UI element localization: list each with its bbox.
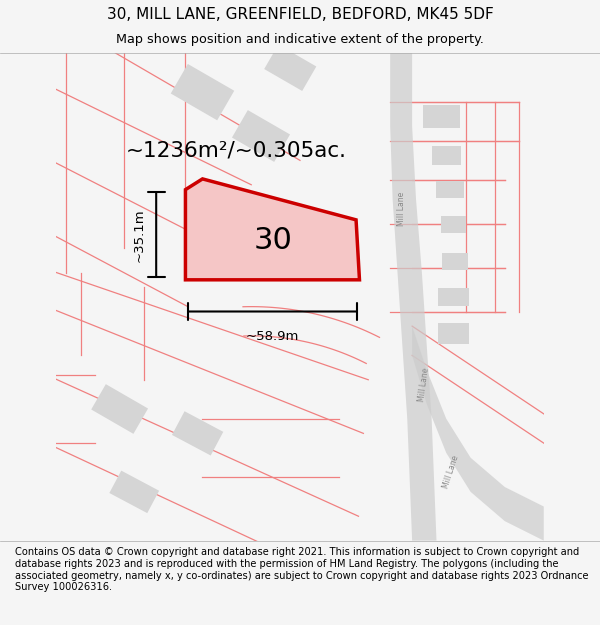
Text: Mill Lane: Mill Lane: [397, 192, 406, 226]
Bar: [439, 288, 469, 306]
Bar: [171, 64, 234, 120]
Bar: [439, 323, 469, 344]
Text: Mill Lane: Mill Lane: [442, 455, 461, 490]
Text: ~58.9m: ~58.9m: [246, 330, 299, 343]
Bar: [423, 105, 460, 128]
Text: Map shows position and indicative extent of the property.: Map shows position and indicative extent…: [116, 33, 484, 46]
Bar: [259, 210, 311, 257]
Bar: [264, 44, 316, 91]
Bar: [91, 384, 148, 434]
Bar: [431, 146, 461, 165]
Bar: [232, 110, 290, 162]
Bar: [442, 254, 468, 270]
Polygon shape: [412, 326, 544, 541]
Text: 30: 30: [254, 226, 293, 255]
Bar: [441, 216, 466, 233]
Bar: [436, 181, 464, 198]
Bar: [172, 411, 223, 456]
Polygon shape: [390, 53, 437, 541]
Text: ~35.1m: ~35.1m: [133, 208, 145, 261]
Bar: [210, 184, 263, 234]
Bar: [109, 471, 159, 513]
Polygon shape: [185, 179, 359, 280]
Text: Contains OS data © Crown copyright and database right 2021. This information is : Contains OS data © Crown copyright and d…: [15, 548, 589, 592]
Text: Mill Lane: Mill Lane: [418, 367, 431, 402]
Text: ~1236m²/~0.305ac.: ~1236m²/~0.305ac.: [126, 141, 347, 161]
Text: 30, MILL LANE, GREENFIELD, BEDFORD, MK45 5DF: 30, MILL LANE, GREENFIELD, BEDFORD, MK45…: [107, 7, 493, 22]
